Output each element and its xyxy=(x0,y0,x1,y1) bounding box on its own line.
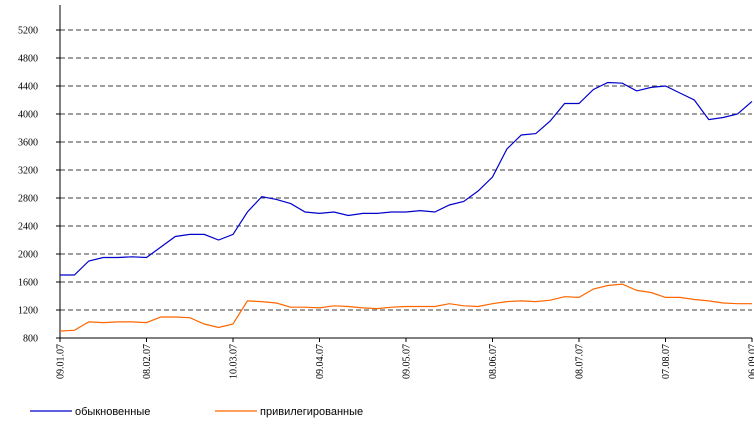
legend-label: привилегированные xyxy=(260,406,363,418)
legend-label: обыкновенные xyxy=(75,406,150,418)
y-tick-label: 3600 xyxy=(18,138,38,149)
y-tick-label: 800 xyxy=(23,334,38,345)
y-tick-label: 3200 xyxy=(18,166,38,177)
x-tick-label: 06.09.07 xyxy=(748,344,754,379)
y-tick-label: 2400 xyxy=(18,222,38,233)
x-tick-label: 09.05.07 xyxy=(402,344,413,379)
y-tick-label: 5200 xyxy=(18,26,38,37)
y-tick-label: 2000 xyxy=(18,250,38,261)
x-tick-label: 09.04.07 xyxy=(315,344,326,379)
x-tick-label: 10.03.07 xyxy=(229,344,240,379)
y-tick-label: 4800 xyxy=(18,54,38,65)
series-line xyxy=(60,81,753,276)
x-tick-label: 08.02.07 xyxy=(142,344,153,379)
x-tick-label: 08.07.07 xyxy=(575,344,586,379)
series-line xyxy=(59,283,752,332)
y-tick-label: 2800 xyxy=(18,194,38,205)
y-tick-label: 1200 xyxy=(18,306,38,317)
y-tick-label: 4000 xyxy=(18,110,38,121)
x-tick-label: 07.08.07 xyxy=(661,344,672,379)
x-tick-label: 09.01.07 xyxy=(56,344,67,379)
y-tick-label: 1600 xyxy=(18,278,38,289)
y-tick-label: 4400 xyxy=(18,82,38,93)
x-tick-label: 08.06.07 xyxy=(488,344,499,379)
